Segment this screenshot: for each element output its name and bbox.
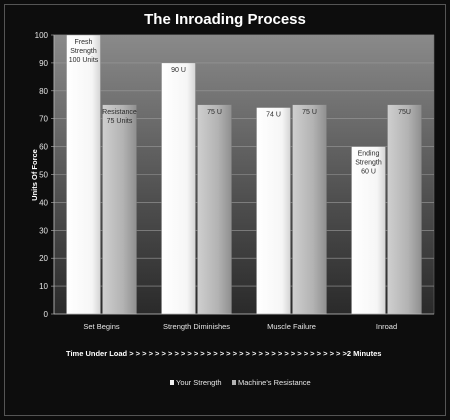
legend-swatch <box>232 380 236 385</box>
bar-resistance <box>102 104 137 315</box>
y-tick-label: 60 <box>39 143 48 152</box>
data-label: Resistance 75 Units <box>102 109 137 125</box>
legend-swatch <box>170 380 174 385</box>
bars: Fresh Strength 100 Units Resistance 75 Units… <box>66 34 422 315</box>
x-category-label: Inroad <box>376 322 397 331</box>
data-label-line: Strength <box>355 160 382 167</box>
data-label-line: 90 U <box>171 67 186 74</box>
data-label-line: 75U <box>398 109 411 116</box>
legend-label: Your Strength <box>176 378 222 387</box>
chart-frame <box>4 4 446 416</box>
data-label: Ending Strength 60 U <box>355 151 382 176</box>
y-tick-label: 10 <box>39 282 48 291</box>
data-label-line: 75 U <box>302 109 317 116</box>
data-label-line: 75 U <box>207 109 222 116</box>
data-label: 90 U <box>171 67 186 74</box>
y-tick-label: 100 <box>35 31 49 40</box>
bar-resistance <box>292 104 327 315</box>
x-category-label: Strength Diminishes <box>163 322 230 331</box>
data-label-line: Resistance <box>102 109 137 116</box>
y-axis: 0 10 20 30 40 50 60 70 80 90 100 <box>35 31 55 319</box>
time-under-load-annotation: Time Under Load > > > > > > > > > > > > … <box>66 349 381 358</box>
y-tick-label: 30 <box>39 226 48 235</box>
data-label-line: 74 U <box>266 112 281 119</box>
data-label-line: Fresh <box>75 39 93 46</box>
x-category-label: Set Begins <box>83 322 120 331</box>
data-label: 75 U <box>302 109 317 116</box>
y-axis-label: Units Of Force <box>30 149 39 201</box>
data-label-line: Ending <box>358 151 380 158</box>
chart-title: The Inroading Process <box>144 11 306 28</box>
data-label: Fresh Strength 100 Units <box>69 39 99 64</box>
x-category-label: Muscle Failure <box>267 322 316 331</box>
data-label-line: 100 Units <box>69 57 99 64</box>
data-label-line: 60 U <box>361 169 376 176</box>
y-tick-label: 50 <box>39 171 48 180</box>
bar-strength <box>161 62 196 315</box>
bar-resistance <box>387 104 422 315</box>
legend: Your Strength Machine's Resistance <box>170 378 311 387</box>
y-tick-label: 80 <box>39 87 48 96</box>
bar-strength <box>66 34 101 315</box>
y-tick-label: 70 <box>39 115 48 124</box>
x-axis: Set Begins Strength Diminishes Muscle Fail… <box>54 313 434 331</box>
bar-strength <box>351 146 386 315</box>
y-tick-label: 20 <box>39 254 48 263</box>
y-tick-label: 40 <box>39 198 48 207</box>
data-label-line: 75 Units <box>107 118 133 125</box>
data-label: 75U <box>398 109 411 116</box>
legend-label: Machine's Resistance <box>238 378 311 387</box>
y-tick-label: 90 <box>39 59 48 68</box>
bar-strength <box>256 107 291 315</box>
data-label-line: Strength <box>70 48 97 55</box>
bar-resistance <box>197 104 232 315</box>
y-tick-label: 0 <box>44 310 49 319</box>
data-label: 74 U <box>266 112 281 119</box>
data-label: 75 U <box>207 109 222 116</box>
